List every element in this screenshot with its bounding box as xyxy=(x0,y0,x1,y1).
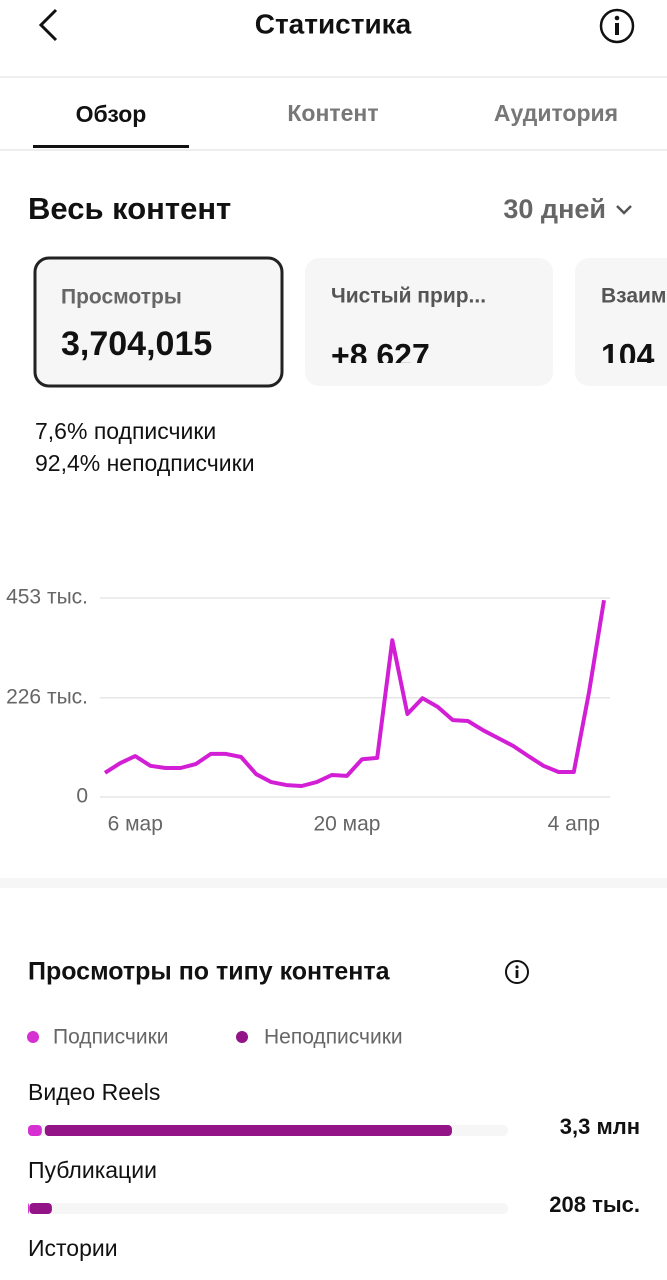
y-tick-label: 0 xyxy=(76,785,88,808)
category-label: Видео Reels xyxy=(28,1079,160,1105)
line-series xyxy=(103,599,606,788)
bar-segment xyxy=(28,1125,42,1136)
bar-segment xyxy=(29,1203,52,1214)
legend-label: Неподписчики xyxy=(264,1026,403,1049)
card-label: Просмотры xyxy=(61,286,182,309)
section-separator xyxy=(0,878,667,888)
card-value: 3,704,015 xyxy=(61,325,212,363)
tab[interactable]: Контент xyxy=(287,100,378,126)
card-value: 104 xyxy=(601,337,655,373)
category-label: Публикации xyxy=(28,1157,157,1183)
bar-track xyxy=(28,1203,508,1214)
value-label: 3,3 млн xyxy=(560,1114,640,1139)
info-icon[interactable] xyxy=(505,960,529,984)
tab[interactable]: Аудитория xyxy=(494,100,618,126)
chevron xyxy=(616,205,632,215)
bar-segment xyxy=(44,1125,452,1136)
card-label: Чистый прир... xyxy=(331,285,486,308)
card-label: Взаим xyxy=(601,285,666,308)
legend-marker xyxy=(236,1031,248,1043)
tab[interactable]: Обзор xyxy=(76,101,147,127)
legend-marker xyxy=(27,1031,39,1043)
legend-label: Подписчики xyxy=(53,1026,169,1049)
breakdown-line: 92,4% неподписчики xyxy=(35,450,255,476)
value-label: 208 тыс. xyxy=(549,1192,640,1217)
card-value: +8 627 xyxy=(331,337,430,373)
info-button[interactable] xyxy=(599,8,635,44)
section-title: Просмотры по типу контента xyxy=(28,958,391,986)
y-tick-label: 226 тыс. xyxy=(6,685,88,708)
x-tick-label: 6 мар xyxy=(108,813,163,836)
card[interactable] xyxy=(575,258,667,386)
x-tick-label: 20 мар xyxy=(313,813,380,836)
breakdown-line: 7,6% подписчики xyxy=(35,418,216,444)
y-tick-label: 453 тыс. xyxy=(6,586,88,609)
back-button[interactable] xyxy=(38,8,58,42)
card[interactable] xyxy=(305,258,553,386)
header-title: Статистика xyxy=(255,8,412,39)
section-title: Весь контент xyxy=(28,191,231,226)
tab-indicator xyxy=(33,145,189,148)
category-label: Истории xyxy=(28,1235,118,1261)
period-selector[interactable]: 30 дней xyxy=(503,194,606,224)
x-tick-label: 4 апр xyxy=(548,813,600,836)
card[interactable] xyxy=(33,256,284,388)
bar-segment xyxy=(28,1203,29,1214)
